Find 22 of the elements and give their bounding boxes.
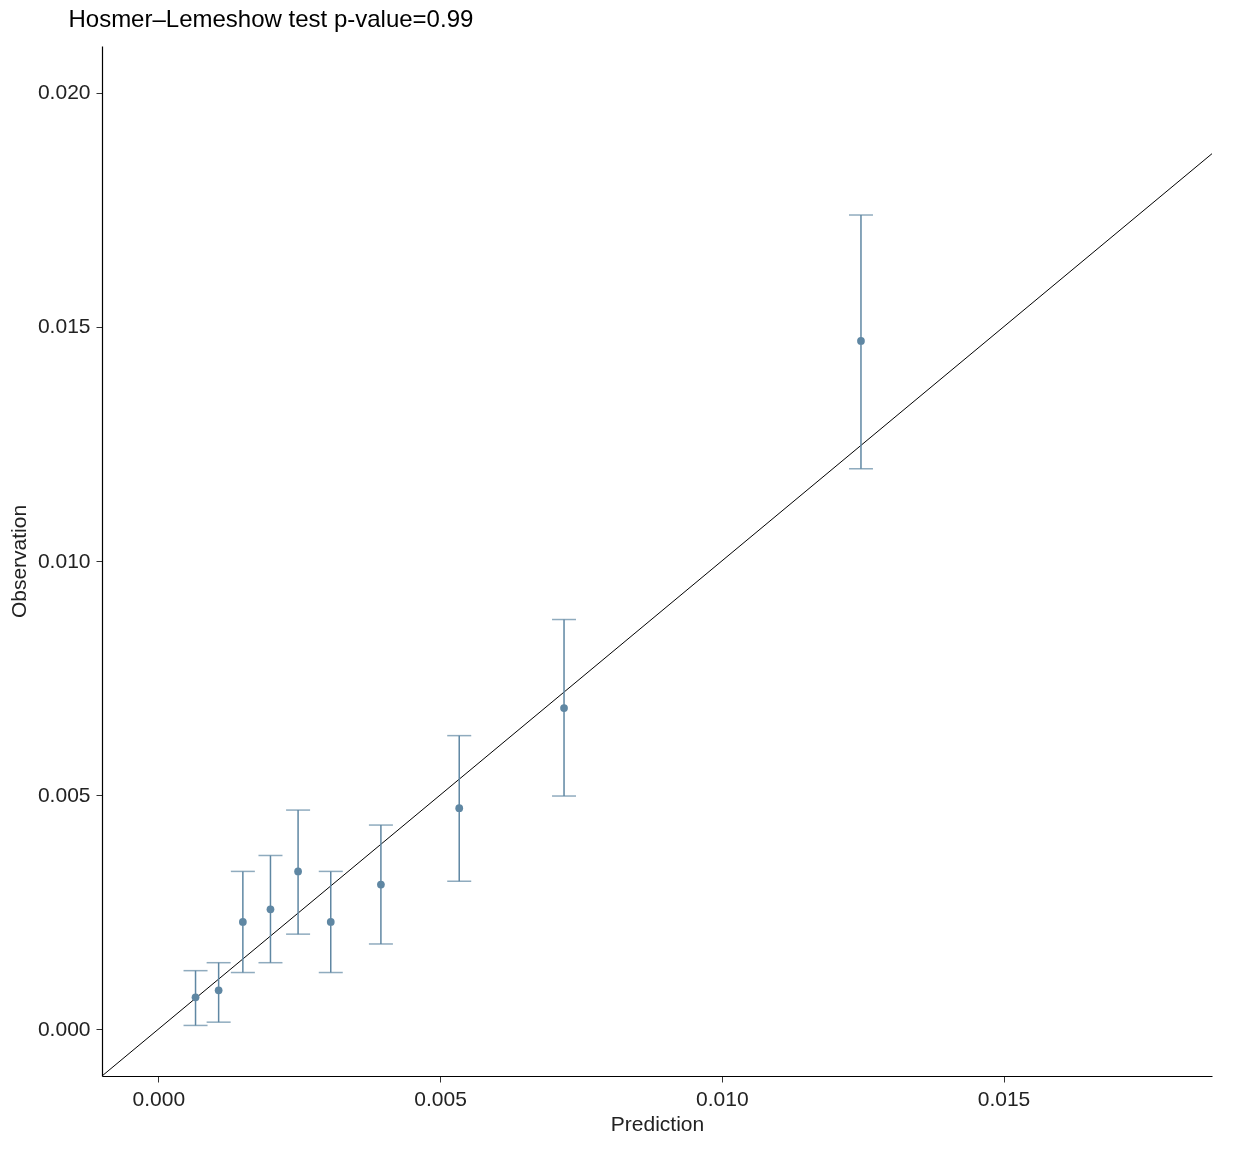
y-tick-label: 0.005 bbox=[37, 782, 91, 806]
y-tick-label: 0.010 bbox=[37, 548, 91, 572]
y-tick-label: 0.020 bbox=[37, 80, 91, 104]
chart-title: Hosmer–Lemeshow test p-value=0.99 bbox=[68, 5, 474, 32]
point bbox=[266, 905, 275, 914]
point bbox=[857, 337, 865, 345]
point bbox=[455, 804, 464, 813]
point bbox=[326, 918, 335, 926]
x-tick-label: 0.000 bbox=[132, 1086, 186, 1110]
y-tick-label: 0.000 bbox=[37, 1016, 91, 1040]
x-axis-title: Prediction bbox=[610, 1111, 705, 1135]
x-tick-label: 0.010 bbox=[696, 1086, 749, 1110]
x-tick-label: 0.005 bbox=[414, 1086, 467, 1110]
point bbox=[191, 993, 200, 1002]
y-tick-label: 0.015 bbox=[37, 314, 91, 338]
point bbox=[238, 918, 247, 926]
point bbox=[560, 704, 568, 712]
point bbox=[294, 867, 302, 876]
x-tick-label: 0.015 bbox=[977, 1086, 1031, 1110]
point bbox=[377, 880, 385, 889]
point bbox=[214, 986, 223, 995]
y-axis-title: Observation bbox=[6, 504, 30, 619]
